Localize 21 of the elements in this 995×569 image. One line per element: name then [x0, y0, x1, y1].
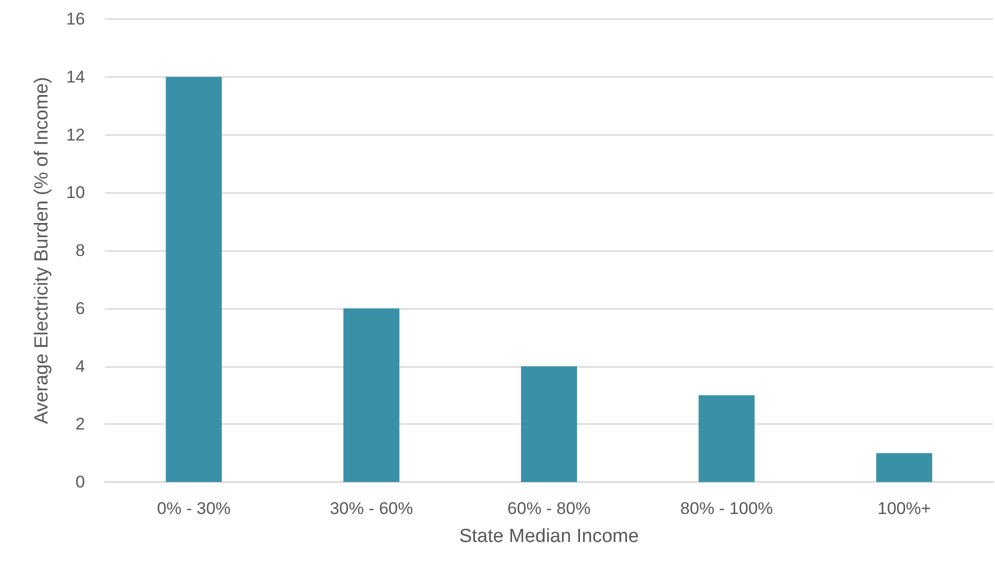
x-tick-label: 60% - 80% — [507, 499, 591, 518]
y-tick-label: 8 — [76, 241, 85, 260]
bar — [698, 395, 755, 482]
x-tick-label: 80% - 100% — [680, 499, 773, 518]
bar — [521, 366, 577, 482]
bar — [343, 308, 400, 482]
y-axis-title: Average Electricity Burden (% of Income) — [32, 76, 52, 424]
y-tick-label: 14 — [66, 67, 85, 86]
y-tick-label: 10 — [66, 183, 85, 202]
y-tick-label: 12 — [66, 125, 85, 144]
y-tick-label: 2 — [76, 414, 85, 434]
y-tick-label: 0 — [76, 472, 85, 492]
bar — [876, 453, 932, 482]
x-axis-title: State Median Income — [459, 526, 639, 547]
x-tick-label: 0% - 30% — [156, 499, 231, 518]
x-tick-label: 100%+ — [877, 499, 931, 518]
y-tick-label: 6 — [76, 298, 85, 318]
y-tick-label: 16 — [66, 10, 85, 28]
y-tick-label: 4 — [76, 356, 85, 376]
x-tick-label: 30% - 60% — [330, 499, 413, 518]
bar — [166, 76, 222, 482]
